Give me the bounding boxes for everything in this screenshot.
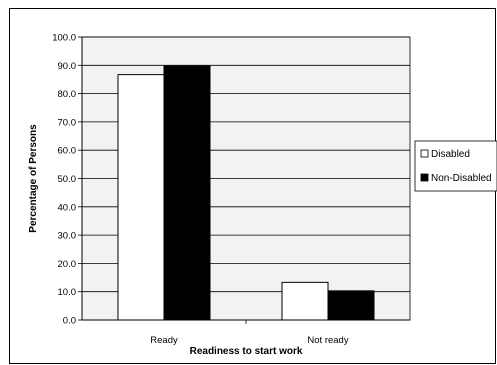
x-tick-label: Ready: [150, 335, 178, 346]
legend: Disabled Non-Disabled: [414, 140, 497, 192]
y-tick-label: 30.0: [58, 231, 77, 242]
x-axis-title: Readiness to start work: [190, 346, 303, 357]
y-tick-label: 70.0: [58, 117, 77, 128]
bar-non-disabled-ready: [163, 65, 211, 321]
y-tick-label: 10.0: [58, 287, 77, 298]
legend-label: Non-Disabled: [431, 173, 492, 184]
legend-swatch: [420, 173, 429, 182]
y-tick-label: 60.0: [58, 146, 77, 157]
legend-label: Disabled: [431, 149, 470, 160]
bar-non-disabled-not-ready: [327, 290, 375, 321]
y-tick-label: 90.0: [58, 61, 77, 72]
y-tick-label: 40.0: [58, 202, 77, 213]
y-tick-label: 80.0: [58, 89, 77, 100]
legend-box: [414, 140, 497, 192]
y-axis-title: Percentage of Persons: [28, 124, 39, 233]
y-tick-label: 20.0: [58, 259, 77, 270]
x-tick-labels: Ready Not ready: [150, 320, 349, 346]
y-tick-label: 0.0: [63, 316, 76, 327]
x-tick-label: Not ready: [307, 335, 348, 346]
bar-disabled-ready: [117, 74, 165, 321]
bar-disabled-not-ready: [281, 281, 329, 321]
y-tick-label: 100.0: [52, 33, 76, 44]
y-tick-label: 50.0: [58, 174, 77, 185]
y-tick-labels: 0.0 10.0 20.0 30.0 40.0 50.0 60.0 70.0 80.0 90.0 1…: [52, 33, 82, 327]
legend-swatch: [420, 149, 429, 158]
